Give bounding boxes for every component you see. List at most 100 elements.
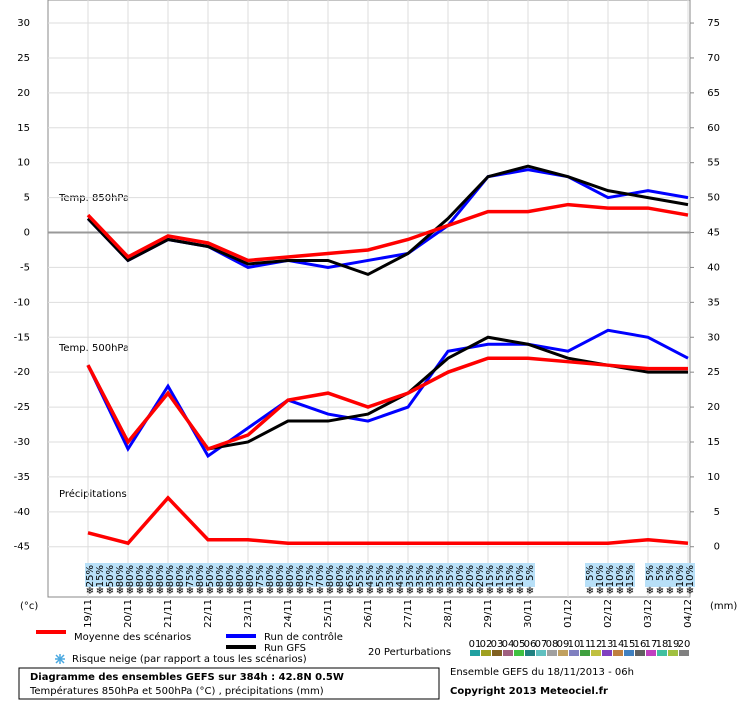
x-tick-label: 30/11 bbox=[523, 599, 534, 628]
snow-risk-label: 70% bbox=[315, 565, 326, 587]
snow-icon: ❄ bbox=[486, 586, 494, 597]
perturbation-swatch bbox=[514, 650, 524, 656]
y2-tick-label: 70 bbox=[707, 53, 720, 64]
y-tick-label: -30 bbox=[14, 437, 30, 448]
snow-risk-cell bbox=[685, 563, 695, 587]
snow-risk-label: 20% bbox=[475, 565, 486, 587]
snow-risk-label: 10% bbox=[615, 565, 626, 587]
series-line bbox=[86, 164, 689, 277]
snow-risk-cell bbox=[655, 563, 665, 587]
snow-icon: ❄ bbox=[296, 586, 304, 597]
x-tick-label: 25/11 bbox=[323, 599, 334, 628]
snow-risk-label: 80% bbox=[225, 565, 236, 587]
snow-icon: ❄ bbox=[146, 586, 154, 597]
perturbation-number: 03 bbox=[491, 639, 504, 650]
x-tick-label: 01/12 bbox=[563, 599, 574, 628]
legend-label: Moyenne des scénarios bbox=[74, 631, 191, 643]
snow-risk-cell bbox=[355, 563, 365, 587]
legend-label: Run GFS bbox=[264, 643, 306, 654]
snow-risk-label: 80% bbox=[245, 565, 256, 587]
snow-risk-cell bbox=[495, 563, 505, 587]
snow-icon: ❄ bbox=[226, 586, 234, 597]
snow-icon: ❄ bbox=[386, 586, 394, 597]
snow-risk-label: 80% bbox=[285, 565, 296, 587]
snow-risk-label: 10% bbox=[675, 565, 686, 587]
y-tick-label: 25 bbox=[17, 53, 30, 64]
perturbation-swatch bbox=[602, 650, 612, 656]
snow-risk-label: 80% bbox=[175, 565, 186, 587]
snow-icon: ❄ bbox=[316, 586, 324, 597]
perturbation-number: 02 bbox=[480, 639, 493, 650]
snow-icon: ❄ bbox=[206, 586, 214, 597]
y-tick-label: 10 bbox=[17, 158, 30, 169]
y-tick-label: -15 bbox=[14, 332, 30, 343]
snow-risk-label: 5% bbox=[645, 565, 656, 581]
snow-icon: ❄ bbox=[376, 586, 384, 597]
perturbation-swatch bbox=[613, 650, 623, 656]
perturbation-swatch bbox=[657, 650, 667, 656]
snow-risk-cell bbox=[305, 563, 315, 587]
snow-risk-cell bbox=[675, 563, 685, 587]
perturbation-number: 15 bbox=[623, 639, 636, 650]
snow-risk-label: 50% bbox=[205, 565, 216, 587]
x-tick-label: 28/11 bbox=[443, 599, 454, 628]
snow-risk-label: 75% bbox=[185, 565, 196, 587]
snow-risk-cell bbox=[145, 563, 155, 587]
perturbation-number: 04 bbox=[502, 639, 515, 650]
snow-risk-cell bbox=[505, 563, 515, 587]
snow-icon: ❄ bbox=[336, 586, 344, 597]
snow-risk-cell bbox=[645, 563, 655, 587]
snow-legend: Risque neige (par rapport a tous les scé… bbox=[72, 653, 307, 665]
y2-axis-label: (mm) bbox=[710, 601, 737, 612]
snow-risk-label: 10% bbox=[605, 565, 616, 587]
snow-icon: ❄ bbox=[456, 586, 464, 597]
snow-icon: ❄ bbox=[496, 586, 504, 597]
snow-icon: ❄ bbox=[346, 586, 354, 597]
snow-risk-cell bbox=[135, 563, 145, 587]
y2-tick-label: 55 bbox=[707, 158, 720, 169]
snow-icon: ❄ bbox=[396, 586, 404, 597]
perturbation-swatch bbox=[646, 650, 656, 656]
snow-risk-cell bbox=[225, 563, 235, 587]
snow-risk-cell bbox=[345, 563, 355, 587]
series-line bbox=[87, 495, 689, 546]
perturbation-swatch bbox=[591, 650, 601, 656]
snow-icon: ❄ bbox=[126, 586, 134, 597]
y2-tick-label: 10 bbox=[707, 472, 720, 483]
legend-label: Run de contrôle bbox=[264, 631, 343, 643]
snow-risk-label: 25% bbox=[85, 565, 96, 587]
snow-risk-cell bbox=[395, 563, 405, 587]
snow-risk-label: 45% bbox=[365, 565, 376, 587]
snow-risk-cell bbox=[485, 563, 495, 587]
snow-risk-cell bbox=[185, 563, 195, 587]
snow-risk-cell bbox=[95, 563, 105, 587]
snow-risk-label: 80% bbox=[145, 565, 156, 587]
snow-icon: ❄ bbox=[506, 586, 514, 597]
snow-risk-cell bbox=[625, 563, 635, 587]
snow-icon: ❄ bbox=[156, 586, 164, 597]
snow-risk-cell bbox=[665, 563, 675, 587]
x-tick-label: 24/11 bbox=[283, 599, 294, 628]
snow-icon: ❄ bbox=[406, 586, 414, 597]
snow-risk-label: 35% bbox=[435, 565, 446, 587]
snow-risk-label: 45% bbox=[395, 565, 406, 587]
perturbation-swatch bbox=[624, 650, 634, 656]
snow-icon: ❄ bbox=[256, 586, 264, 597]
y-tick-label: -35 bbox=[14, 472, 30, 483]
snow-icon: ❄ bbox=[186, 586, 194, 597]
snow-risk-label: 15% bbox=[625, 565, 636, 587]
snow-risk-cell bbox=[445, 563, 455, 587]
snow-icon: ❄ bbox=[326, 586, 334, 597]
snow-risk-cell bbox=[435, 563, 445, 587]
x-tick-label: 20/11 bbox=[123, 599, 134, 628]
snow-risk-cell bbox=[205, 563, 215, 587]
y2-tick-label: 0 bbox=[714, 542, 720, 553]
y2-tick-label: 65 bbox=[707, 88, 720, 99]
footer-subtitle: Températures 850hPa et 500hPa (°C) , pré… bbox=[29, 685, 324, 697]
copyright: Copyright 2013 Meteociel.fr bbox=[450, 686, 608, 697]
perturbation-swatch bbox=[503, 650, 513, 656]
y-tick-label: 20 bbox=[17, 88, 30, 99]
snow-risk-label: 35% bbox=[385, 565, 396, 587]
snow-risk-cell bbox=[615, 563, 625, 587]
